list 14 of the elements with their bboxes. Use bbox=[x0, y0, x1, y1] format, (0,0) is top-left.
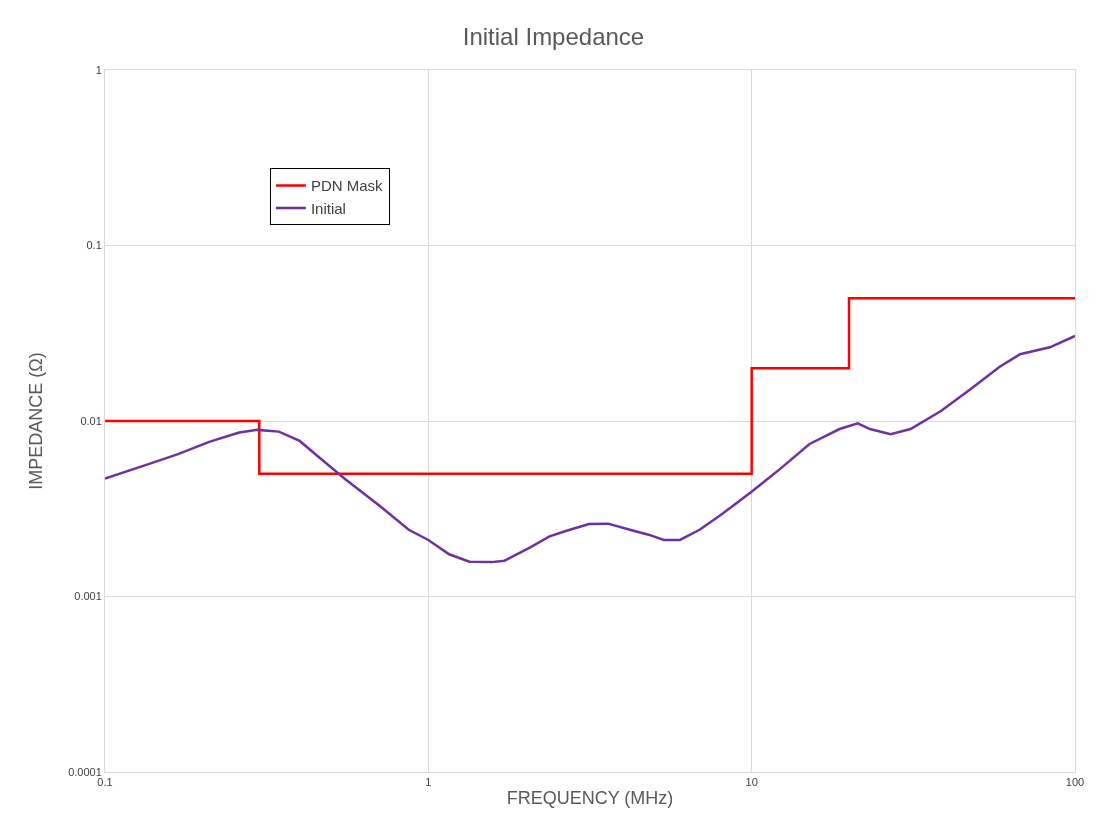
y-tick-label: 0.1 bbox=[86, 239, 102, 252]
x-tick-label: 10 bbox=[745, 776, 758, 789]
y-tick-label: 0.01 bbox=[80, 414, 102, 427]
y-tick-label: 1 bbox=[95, 63, 102, 76]
x-tick-label: 0.1 bbox=[97, 776, 113, 789]
y-axis-title: IMPEDANCE (Ω) bbox=[26, 352, 47, 490]
y-tick-label: 0.001 bbox=[74, 590, 102, 603]
y-tick-label: 0.0001 bbox=[68, 765, 102, 778]
x-tick-label: 1 bbox=[425, 776, 432, 789]
chart-title: Initial Impedance bbox=[462, 23, 645, 51]
x-tick-label: 100 bbox=[1065, 776, 1085, 789]
legend-label: PDN Mask bbox=[310, 177, 384, 195]
x-axis-title: FREQUENCY (MHz) bbox=[506, 788, 674, 809]
legend-label: Initial bbox=[310, 199, 346, 217]
